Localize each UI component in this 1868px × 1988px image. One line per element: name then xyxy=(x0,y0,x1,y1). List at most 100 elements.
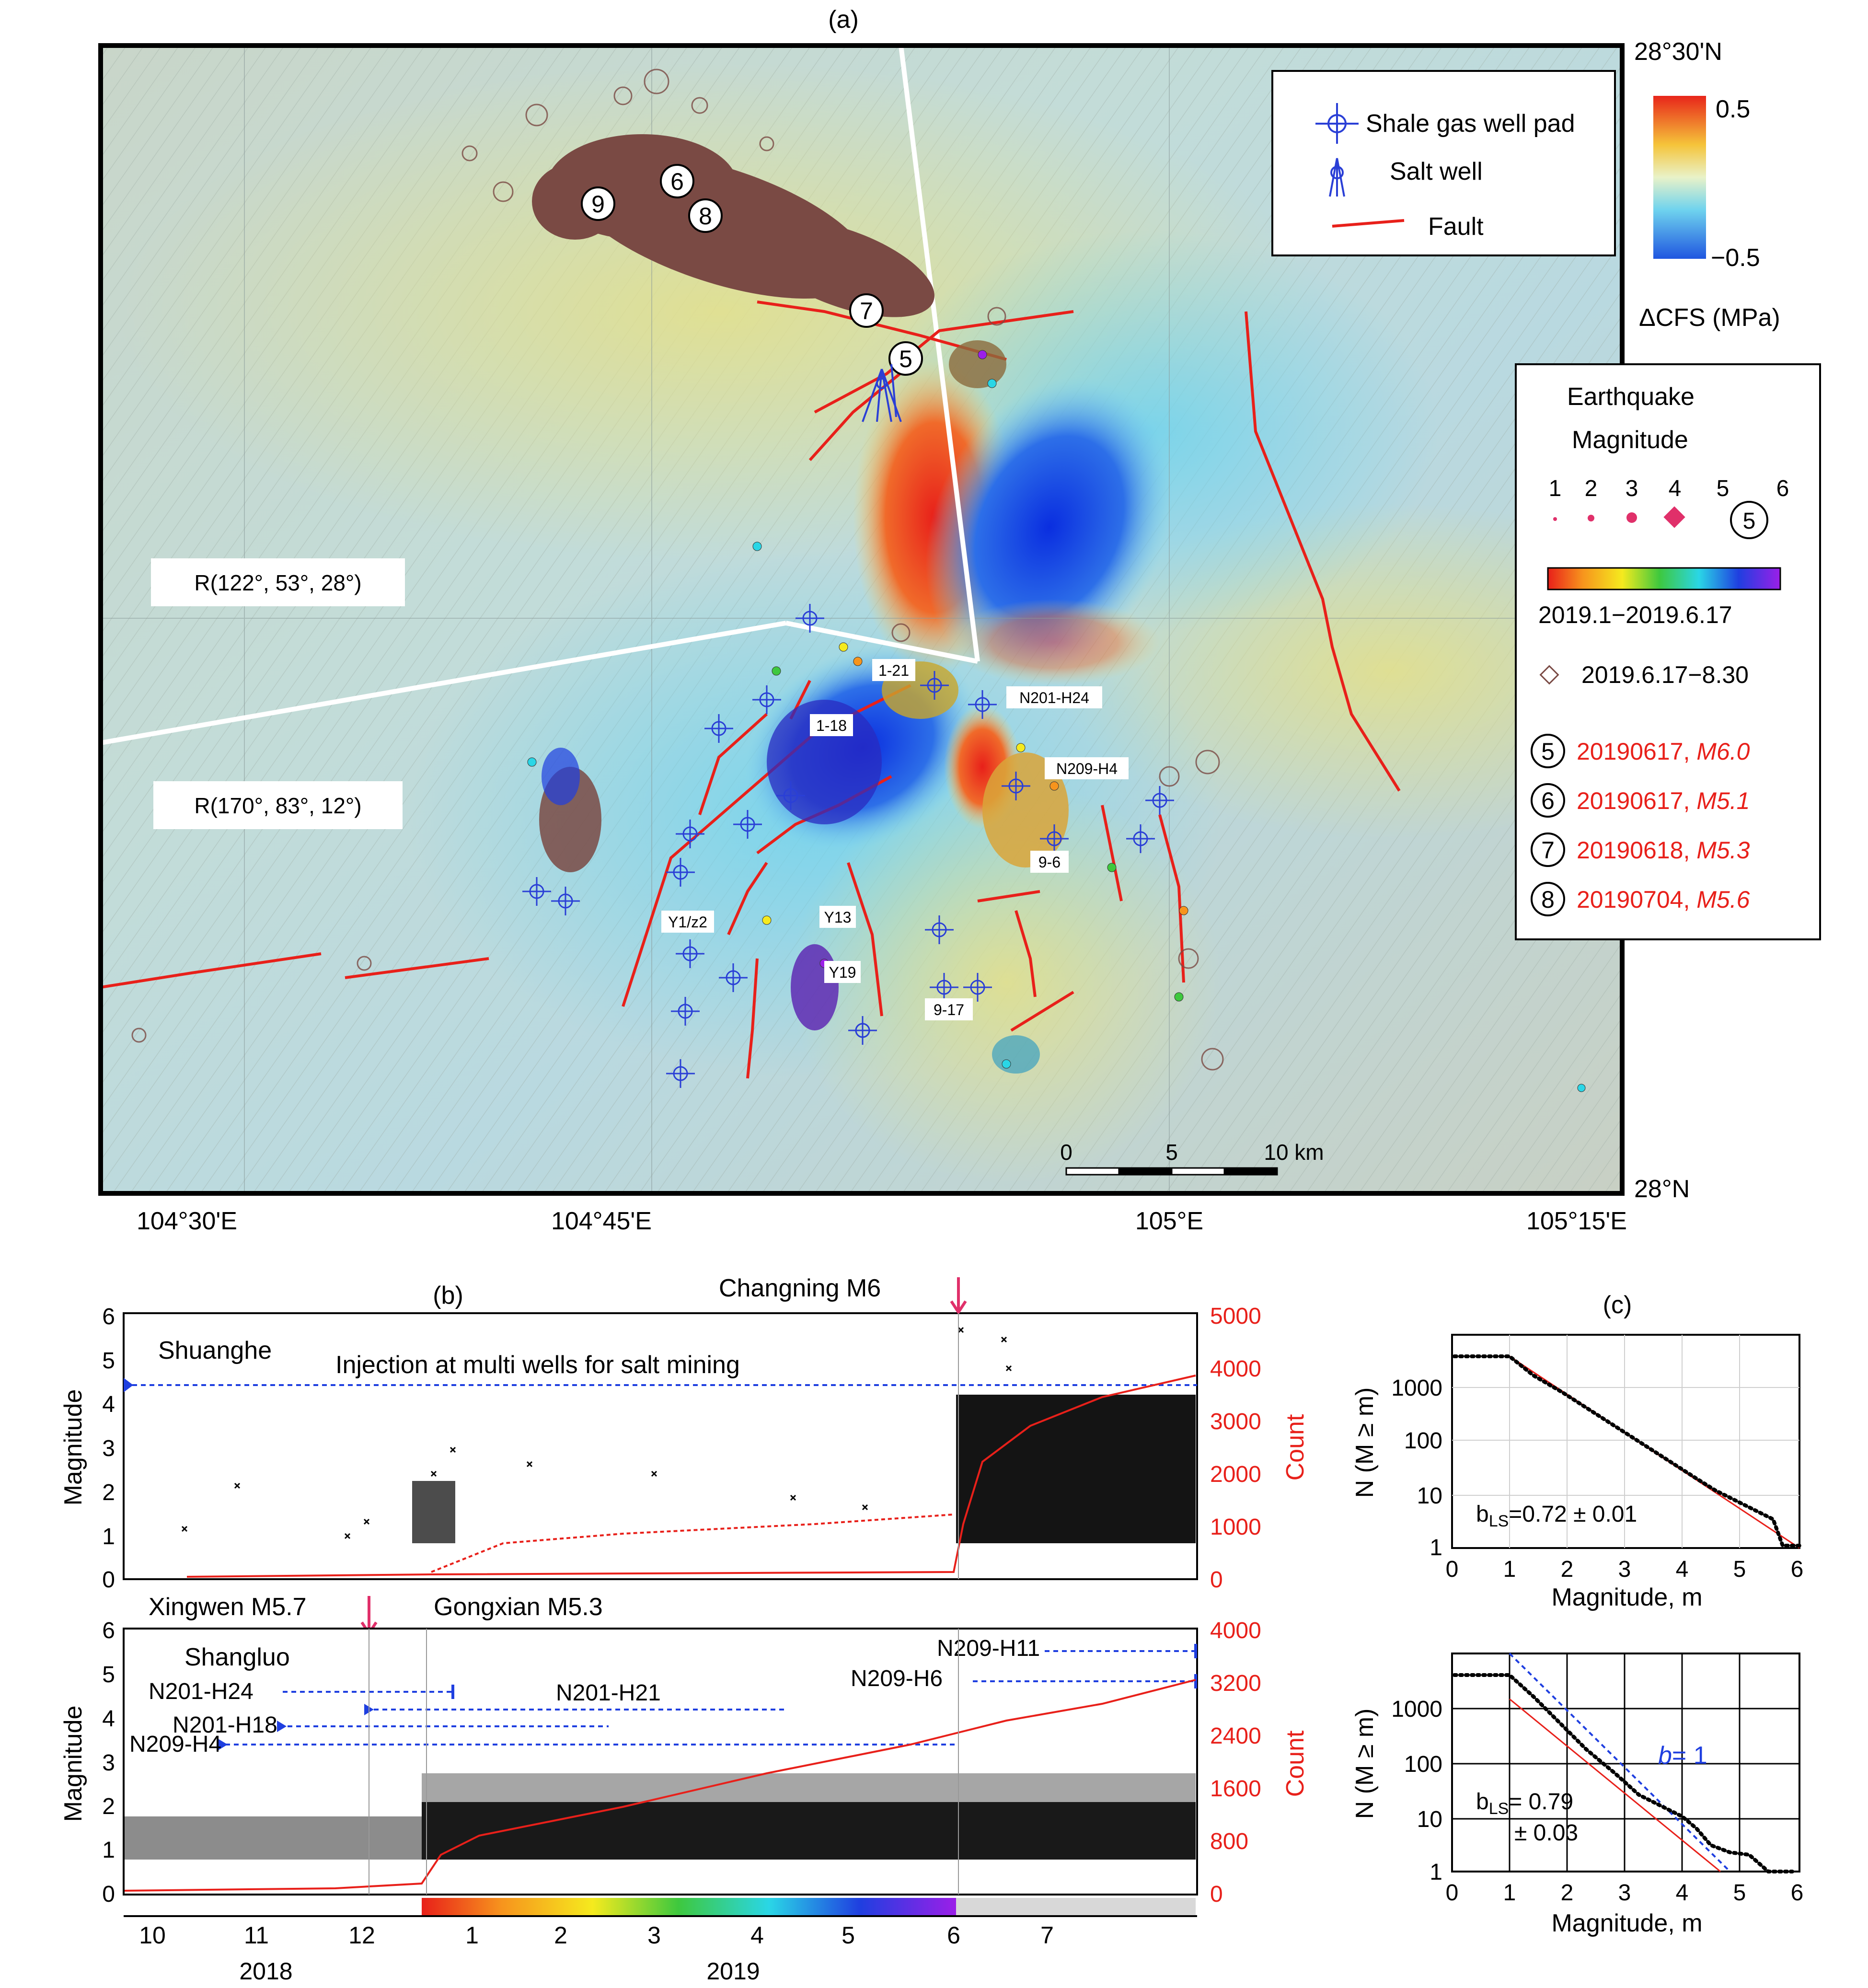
svg-text:20190704, M5.6: 20190704, M5.6 xyxy=(1577,886,1750,913)
panel-b: (b) Changning M6 Shuanghe Injection at m… xyxy=(59,1274,1309,1985)
svg-text:2000: 2000 xyxy=(1210,1462,1261,1487)
svg-text:1000: 1000 xyxy=(1210,1514,1261,1540)
well-pad xyxy=(776,781,805,810)
svg-text:20190618, M5.3: 20190618, M5.3 xyxy=(1577,837,1750,864)
svg-text:100: 100 xyxy=(1404,1752,1442,1777)
svg-text:3: 3 xyxy=(102,1436,115,1461)
legend-salt-well: Salt well xyxy=(1390,158,1483,185)
well-pad xyxy=(1145,786,1174,815)
svg-text:1000: 1000 xyxy=(1391,1697,1442,1722)
event-marker-7: 7 xyxy=(849,293,884,328)
stress-label-2: R(170°, 83°, 12°) xyxy=(153,781,403,829)
svg-text:2: 2 xyxy=(1585,476,1598,501)
lon-label-4: 105°15'E xyxy=(1526,1207,1627,1235)
svg-text:1-21: 1-21 xyxy=(878,662,909,679)
well-pad xyxy=(733,810,762,839)
svg-text:1: 1 xyxy=(1549,476,1562,501)
earthquake-dots xyxy=(527,350,1586,1092)
svg-text:3200: 3200 xyxy=(1210,1671,1261,1696)
time-colorbar-b xyxy=(422,1898,956,1916)
svg-text:Magnitude: Magnitude xyxy=(1572,426,1688,454)
shuanghe-label: Shuanghe xyxy=(158,1337,272,1364)
svg-text:3000: 3000 xyxy=(1210,1409,1261,1434)
well-pads xyxy=(522,604,1174,1088)
svg-text:0: 0 xyxy=(1210,1882,1223,1907)
svg-text:4: 4 xyxy=(102,1706,115,1732)
legend-well-pad: Shale gas well pad xyxy=(1366,110,1575,138)
shangluo-label: Shangluo xyxy=(184,1643,290,1671)
xingwen-label: Xingwen M5.7 xyxy=(149,1593,307,1621)
well-label-n201-h24: N201-H24 xyxy=(1006,686,1102,708)
svg-text:Y1/z2: Y1/z2 xyxy=(668,913,707,931)
well-pad xyxy=(676,939,704,968)
well-pad xyxy=(752,685,781,714)
svg-text:6: 6 xyxy=(1791,1880,1804,1906)
top-y-left-label: Magnitude xyxy=(59,1389,87,1506)
legend-fault: Fault xyxy=(1428,213,1484,241)
svg-text:R(170°, 83°, 12°): R(170°, 83°, 12°) xyxy=(194,793,361,818)
svg-text:Magnitude, m: Magnitude, m xyxy=(1551,1583,1702,1611)
lon-label-1: 104°30'E xyxy=(137,1207,237,1235)
svg-text:6: 6 xyxy=(1791,1557,1804,1582)
event-marker-9: 9 xyxy=(581,186,615,221)
svg-text:9: 9 xyxy=(591,191,605,218)
well-pad xyxy=(676,820,704,848)
well-pad xyxy=(666,858,695,887)
svg-text:N201-H24: N201-H24 xyxy=(149,1679,254,1704)
well-pad xyxy=(719,963,748,992)
svg-text:12: 12 xyxy=(348,1922,375,1949)
svg-text:1600: 1600 xyxy=(1210,1776,1261,1802)
svg-text:6: 6 xyxy=(947,1922,960,1949)
well-label-1-21: 1-21 xyxy=(872,659,915,681)
well-label-y1-z2: Y1/z2 xyxy=(661,911,714,933)
well-pad xyxy=(925,915,954,944)
well-pad-icon xyxy=(1315,103,1359,144)
lat-bottom-label: 28°N xyxy=(1634,1175,1690,1203)
svg-text:Y13: Y13 xyxy=(824,909,852,926)
map-legend: Shale gas well pad Salt well Fault xyxy=(1271,70,1616,256)
svg-text:5: 5 xyxy=(1541,738,1555,765)
stress-label-1: R(122°, 53°, 28°) xyxy=(151,558,405,606)
svg-text:4: 4 xyxy=(1669,476,1682,501)
svg-text:7: 7 xyxy=(1541,837,1555,864)
time-colorbar-legend xyxy=(1547,567,1781,590)
scatter-top xyxy=(181,1327,1012,1539)
svg-text:2019: 2019 xyxy=(706,1958,760,1985)
eq-legend: Earthquake Magnitude 1 2 3 4 5 6 5 2019.… xyxy=(1515,363,1821,940)
scale-bar: 0 5 10 km xyxy=(1060,1140,1324,1176)
svg-text:3: 3 xyxy=(102,1750,115,1776)
well-label-9-17: 9-17 xyxy=(925,998,973,1020)
svg-text:5: 5 xyxy=(899,346,912,372)
svg-text:4: 4 xyxy=(750,1922,764,1949)
well-injection-labels: N201-H24 N201-H18 N209-H4 N201-H21 N209-… xyxy=(129,1636,1040,1757)
svg-text:4000: 4000 xyxy=(1210,1618,1261,1643)
svg-text:N201-H24: N201-H24 xyxy=(1019,689,1089,706)
injection-label: Injection at multi wells for salt mining xyxy=(335,1351,740,1379)
svg-text:N209-H4: N209-H4 xyxy=(1056,760,1118,777)
well-label-n209-h4: N209-H4 xyxy=(1045,757,1129,779)
svg-text:0.5: 0.5 xyxy=(1716,95,1750,123)
aftershock-density-top xyxy=(956,1395,1196,1543)
svg-text:8: 8 xyxy=(699,203,712,230)
panel-b-top: Changning M6 Shuanghe Injection at multi… xyxy=(59,1274,1309,1593)
svg-text:7: 7 xyxy=(860,298,873,324)
event-legend-row: 5 20190617, M6.0 xyxy=(1531,734,1750,768)
svg-text:10: 10 xyxy=(1417,1483,1442,1509)
svg-text:3: 3 xyxy=(1618,1880,1631,1906)
count-curve-bottom xyxy=(124,1679,1196,1892)
svg-text:1: 1 xyxy=(465,1922,479,1949)
well-pad xyxy=(963,973,992,1002)
salt-wells xyxy=(862,364,902,422)
panel-c: (c) bLS=0.72 ± 0.01 0 1 2 3 4 xyxy=(1351,1291,1804,1937)
panel-b-bottom: Xingwen M5.7 Gongxian M5.3 Shangluo xyxy=(59,1593,1309,1985)
well-label-9-6: 9-6 xyxy=(1030,851,1069,873)
svg-text:10 km: 10 km xyxy=(1264,1140,1324,1165)
well-pad xyxy=(968,690,997,719)
svg-text:0: 0 xyxy=(102,1567,115,1593)
event-legend-row: 6 20190617, M5.1 xyxy=(1531,783,1750,818)
count-curve-top xyxy=(186,1375,1196,1578)
svg-text:0: 0 xyxy=(1446,1880,1459,1906)
svg-text:2: 2 xyxy=(102,1480,115,1505)
stress-axes xyxy=(100,45,980,745)
well-pad xyxy=(1040,824,1069,853)
